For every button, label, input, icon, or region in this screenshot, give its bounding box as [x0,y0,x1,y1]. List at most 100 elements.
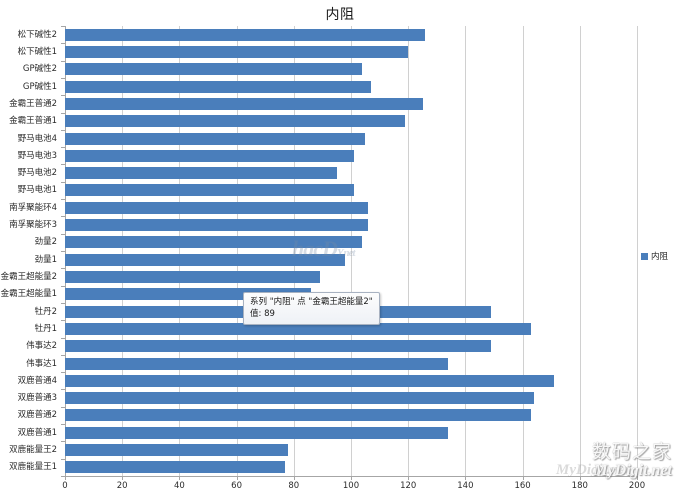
category-label: 牡丹1 [34,323,57,334]
x-tick-40 [179,476,181,480]
category-label: 南孚聚能环3 [9,220,57,231]
category-axis: 松下碱性2 松下碱性1 GP碱性2 GP碱性1 金霸王普通2 金霸王普通1 野马电池4 野马电… [0,26,62,476]
bar[interactable] [65,63,363,76]
bar-row[interactable] [65,251,637,269]
x-tick-label-20: 20 [116,481,128,491]
category-tick [61,77,65,79]
data-point-tooltip: 系列 "内阻" 点 "金霸王超能量2" 值: 89 [243,292,380,325]
category-tick [61,441,65,443]
bar-row[interactable] [65,216,637,234]
bar-row[interactable] [65,112,637,130]
bar-row[interactable] [65,78,637,96]
x-tick-label-160: 160 [514,481,531,491]
category-label: 牡丹2 [34,306,57,317]
x-tick-label-100: 100 [342,481,360,491]
bar-row[interactable] [65,337,637,355]
category-label: 野马电池2 [17,168,57,179]
bar[interactable] [65,219,369,232]
category-tick [61,268,65,270]
bar-row[interactable] [65,95,637,113]
category-tick [61,251,65,252]
category-tick [61,164,65,166]
bar-row[interactable] [65,26,637,44]
category-label: 金霸王超能量1 [0,289,57,300]
bar[interactable] [65,461,286,474]
bar[interactable] [65,392,535,405]
x-tick-60 [236,476,238,480]
bar-row[interactable] [65,181,637,199]
category-tick [61,95,65,97]
category-tick [61,320,65,322]
gridline-0 [65,26,66,476]
category-label: 金霸王普通2 [9,98,57,109]
bar-row[interactable] [65,43,637,61]
bar[interactable] [65,374,555,387]
category-tick [61,372,65,374]
category-tick [61,354,65,356]
bar[interactable] [65,357,449,370]
category-label: 双鹿普通1 [17,427,57,438]
category-tick [61,458,65,460]
bar[interactable] [65,149,354,162]
bar[interactable] [65,184,354,197]
category-label: 松下碱性1 [17,46,57,57]
bar-row[interactable] [65,130,637,148]
x-tick-label-80: 80 [288,481,300,491]
category-label: 伟事达1 [26,358,57,369]
bar[interactable] [65,409,532,422]
category-label: 双鹿普通3 [17,393,57,404]
bar[interactable] [65,132,366,145]
bar[interactable] [65,201,369,214]
bar-row[interactable] [65,147,637,165]
bar[interactable] [65,322,532,335]
category-label: 伟事达2 [26,341,57,352]
category-tick [61,216,65,218]
category-tick [61,285,65,287]
bar-row[interactable] [65,458,637,476]
bar[interactable] [65,444,289,457]
x-tick-100 [351,476,352,480]
bar[interactable] [65,236,363,249]
category-label: 劲量2 [34,237,57,248]
bar[interactable] [65,115,406,128]
bar[interactable] [65,167,337,180]
bar-row[interactable] [65,424,637,442]
chart-title: 内阻 [325,7,355,23]
bar-row[interactable] [65,268,637,286]
bar-row[interactable] [65,372,637,390]
category-tick [61,60,65,62]
bar[interactable] [65,340,492,353]
bar-row[interactable] [65,406,637,424]
bar[interactable] [65,28,426,41]
x-tick-label-40: 40 [173,481,185,491]
gridline-140 [465,26,467,476]
bar[interactable] [65,270,320,283]
x-tick-label-180: 180 [571,481,588,491]
bar-row[interactable] [65,199,637,217]
bar-row[interactable] [65,355,637,373]
bar[interactable] [65,426,449,439]
gridline-60 [236,26,238,476]
bar-row[interactable] [65,320,637,338]
category-tick [61,199,65,201]
x-tick-label-140: 140 [457,481,474,491]
category-label: 双鹿普通2 [17,410,57,421]
category-label: 双鹿普通4 [17,375,57,386]
category-label: 松下碱性2 [17,29,57,40]
category-tick [61,129,65,131]
bar-row[interactable] [65,233,637,251]
bar-row[interactable] [65,164,637,182]
category-tick [61,147,65,149]
bar[interactable] [65,80,372,93]
bar-row[interactable] [65,389,637,407]
bar[interactable] [65,97,423,110]
bar-row[interactable] [65,60,637,78]
bar[interactable] [65,253,346,266]
chart-legend: 内阻 [641,250,668,262]
category-label: 劲量1 [34,254,57,265]
gridline-40 [179,26,181,476]
bar[interactable] [65,45,409,58]
bar-row[interactable] [65,441,637,459]
gridline-120 [408,26,410,476]
